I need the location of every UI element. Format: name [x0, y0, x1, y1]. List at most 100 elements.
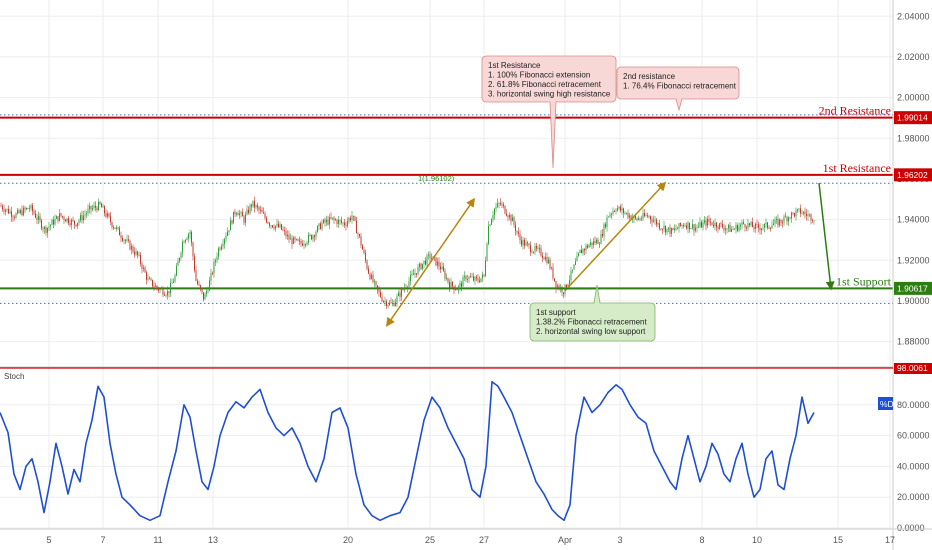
candle-body — [588, 244, 590, 248]
candle-body — [444, 270, 446, 279]
candle-body — [242, 212, 243, 217]
candle-body — [788, 217, 789, 222]
candle-body — [746, 227, 747, 229]
candle-body — [647, 215, 648, 217]
candle-body — [53, 219, 54, 225]
candle-body — [56, 216, 57, 219]
candle-body — [486, 243, 488, 261]
candle-body — [525, 242, 527, 246]
candle-body — [708, 218, 710, 222]
x-tick-label: 20 — [343, 535, 353, 545]
candle-body — [650, 216, 651, 220]
candle-body — [32, 205, 33, 212]
stoch-y-tick-label: 60.0000 — [897, 431, 930, 441]
candle-body — [140, 254, 141, 264]
candle-body — [18, 210, 20, 213]
candle-body — [225, 235, 227, 239]
candle-body — [443, 266, 444, 271]
candle-body — [198, 284, 200, 286]
candle-body — [191, 232, 192, 243]
candle-body — [515, 224, 516, 232]
candle-body — [258, 207, 260, 210]
candle-body — [384, 301, 386, 303]
candle-body — [98, 201, 99, 211]
candle-body — [471, 276, 473, 278]
candle-body — [396, 295, 398, 302]
candle-body — [752, 221, 753, 228]
candle-body — [177, 261, 179, 267]
candle-body — [167, 291, 168, 296]
candle-body — [24, 207, 26, 210]
candle-body — [567, 284, 569, 288]
candle-body — [425, 260, 426, 265]
candle-body — [431, 258, 432, 260]
candle-body — [608, 216, 609, 218]
y-tick-label: 1.92000 — [897, 255, 930, 265]
candle-body — [741, 222, 743, 225]
candle-body — [47, 227, 48, 233]
candle-body — [716, 222, 717, 228]
candle-body — [150, 278, 152, 280]
candle-body — [309, 234, 311, 236]
candle-body — [255, 205, 257, 208]
stoch-pane: 0.0000 20.0000 40.0000 60.0000 80.0000 Stoch 9… — [0, 363, 932, 533]
candle-body — [423, 260, 425, 264]
candle-body — [641, 218, 642, 220]
candle-body — [539, 247, 540, 249]
candle-body — [437, 261, 438, 266]
candle-body — [534, 246, 536, 252]
candle-body — [326, 219, 327, 223]
candle-body — [149, 278, 150, 280]
candle-body — [516, 231, 518, 233]
candle-body — [518, 232, 519, 234]
candle-body — [344, 222, 345, 226]
candle-body — [152, 279, 153, 287]
candle-body — [704, 220, 705, 223]
candle-body — [129, 240, 131, 250]
candle-body — [336, 220, 338, 225]
candle-body — [527, 242, 528, 244]
candle-body — [747, 223, 749, 229]
candle-body — [578, 253, 579, 256]
candle-body — [452, 281, 453, 287]
fib-label: 1(1.96102) — [418, 174, 455, 183]
candle-body — [188, 234, 189, 239]
candle-body — [78, 220, 80, 223]
candle-body — [59, 213, 60, 221]
x-tick-label: 7 — [100, 535, 105, 545]
level-tag-text: 1.99014 — [897, 113, 928, 123]
candle-body — [348, 218, 350, 222]
candle-body — [257, 205, 258, 208]
candle-body — [14, 217, 15, 219]
candle-body — [605, 224, 606, 228]
candle-body — [180, 252, 182, 259]
candle-body — [282, 229, 284, 231]
candle-body — [474, 276, 476, 281]
candle-body — [401, 288, 402, 297]
candle-body — [638, 218, 639, 220]
candle-body — [765, 222, 767, 225]
candle-body — [480, 278, 482, 282]
trend-arrow — [818, 182, 835, 291]
candle-body — [687, 222, 689, 229]
annotation-text: 2. 61.8% Fibonacci retracement — [488, 80, 602, 89]
candle-body — [137, 251, 138, 255]
candle-body — [75, 224, 77, 227]
candle-body — [356, 220, 357, 234]
candle-body — [713, 224, 714, 227]
candle-body — [426, 255, 428, 265]
candle-body — [357, 233, 359, 235]
candle-body — [29, 208, 30, 210]
candle-body — [189, 232, 191, 235]
candle-body — [465, 275, 467, 280]
candle-body — [710, 221, 711, 223]
price-levels: 1(1.96102) 2nd Resistance 1st Resistance 1s… — [0, 104, 893, 304]
candle-body — [23, 207, 24, 216]
candle-body — [812, 220, 813, 221]
candle-body — [422, 263, 423, 270]
candle-body — [494, 208, 495, 216]
candle-body — [350, 218, 351, 220]
candle-body — [644, 213, 645, 217]
x-tick-label: 5 — [46, 535, 51, 545]
